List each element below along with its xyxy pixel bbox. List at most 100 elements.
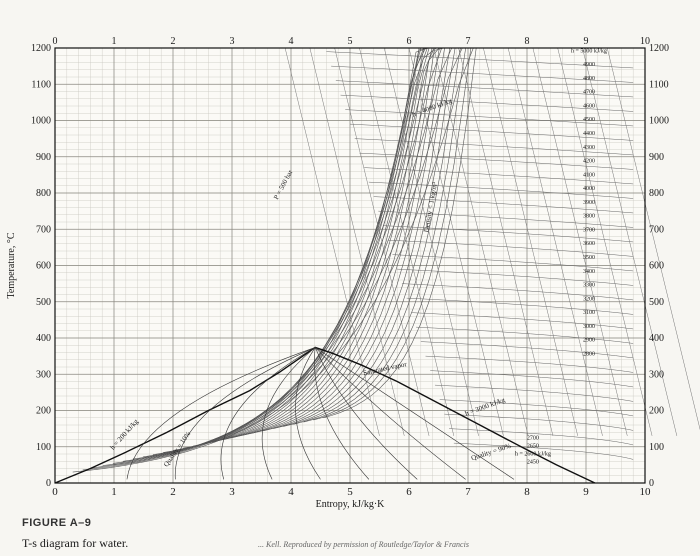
y-tick-label-left: 200 — [36, 406, 51, 417]
enthalpy-label: 3300 — [583, 283, 595, 289]
quality-line — [175, 347, 316, 480]
isobar-line — [313, 47, 472, 421]
quality-line — [220, 347, 316, 480]
y-tick-label-left: 900 — [36, 152, 51, 163]
isobar-line — [273, 47, 451, 429]
quality-line — [295, 347, 321, 480]
y-tick-label-left: 1000 — [31, 116, 51, 127]
x-tick-label-top: 1 — [112, 36, 117, 47]
y-tick-label-left: 600 — [36, 261, 51, 272]
isenthalpic-line — [340, 94, 634, 112]
enthalpy-label: 3000 — [583, 324, 595, 330]
enthalpy-label: 4400 — [583, 131, 595, 137]
x-tick-label-bottom: 1 — [111, 486, 117, 498]
enthalpy-label: 4900 — [583, 62, 595, 68]
enthalpy-label: 2700 — [527, 436, 539, 442]
y-tick-label-left: 300 — [36, 369, 51, 380]
quality-line — [315, 347, 515, 480]
enthalpy-label: 4800 — [583, 76, 595, 82]
isenthalpic-line — [392, 254, 634, 272]
x-tick-label-top: 5 — [348, 36, 353, 47]
isochoric-line — [433, 47, 529, 436]
isenthalpic-line — [416, 326, 634, 344]
enthalpy-label: 2900 — [583, 338, 595, 344]
enthalpy-label: 2450 — [527, 459, 539, 465]
y-tick-label-right: 1100 — [649, 79, 669, 90]
isobar-line — [223, 47, 435, 440]
isenthalpic-line — [420, 341, 634, 359]
isobar-line — [82, 47, 463, 471]
y-tick-label-right: 1000 — [649, 116, 669, 127]
y-tick-label-left: 1100 — [31, 79, 51, 90]
isobar-line — [243, 47, 445, 436]
isochoric-line — [383, 47, 479, 436]
isenthalpic-line — [373, 196, 634, 214]
isenthalpic-line — [383, 225, 634, 243]
isochoric-line — [458, 47, 554, 436]
x-tick-label-top: 7 — [466, 36, 471, 47]
isochoric-line — [408, 47, 504, 436]
quality-line — [314, 347, 370, 480]
enthalpy-label: 3800 — [583, 214, 595, 220]
y-tick-label-right: 200 — [649, 406, 664, 417]
isenthalpic-line — [453, 442, 634, 460]
enthalpy-label: h = 2600 kJ/kg — [515, 451, 551, 457]
enthalpy-label: 3500 — [583, 255, 595, 261]
isenthalpic-line — [335, 80, 634, 98]
isobar-line — [283, 47, 456, 427]
isenthalpic-line — [430, 370, 634, 388]
quality-line — [261, 347, 316, 480]
isochoric-line — [606, 47, 700, 431]
isochoric-lines — [284, 47, 700, 436]
enthalpy-label: 2650 — [527, 443, 539, 449]
isobar-line — [182, 47, 426, 449]
y-tick-label-right: 500 — [649, 297, 664, 308]
isobar-line — [303, 47, 466, 423]
isenthalpic-line — [345, 109, 634, 127]
y-tick-label-left: 0 — [46, 478, 51, 489]
figure-caption: T-s diagram for water. — [22, 536, 129, 550]
isobar-line — [213, 47, 430, 442]
isenthalpic-line — [425, 355, 634, 373]
enthalpy-label: 3900 — [583, 200, 595, 206]
x-tick-label-bottom: 7 — [465, 486, 471, 498]
y-tick-label-right: 900 — [649, 152, 664, 163]
quality-line — [314, 347, 466, 480]
isobar-lines — [72, 47, 477, 473]
y-tick-label-right: 1200 — [649, 43, 669, 54]
isobar-line — [323, 47, 477, 419]
figure-label: FIGURE A–9 — [22, 517, 92, 529]
enthalpy-label: 3600 — [583, 241, 595, 247]
figure-credit: ... Kell. Reproduced by permission of Ro… — [258, 540, 469, 549]
x-tick-label-bottom: 6 — [406, 486, 412, 498]
y-tick-label-right: 100 — [649, 442, 664, 453]
isochoric-line — [334, 47, 430, 436]
quality-lines — [126, 347, 515, 480]
y-tick-label-left: 700 — [36, 224, 51, 235]
isenthalpic-line — [449, 428, 634, 446]
isenthalpic-line — [444, 413, 634, 431]
quality-line — [314, 347, 418, 480]
y-tick-label-right: 0 — [649, 478, 654, 489]
y-tick-label-left: 100 — [36, 442, 51, 453]
isenthalpic-line — [411, 312, 634, 330]
y-tick-label-right: 700 — [649, 224, 664, 235]
isochoric-line — [359, 47, 455, 436]
enthalpy-label: 3400 — [583, 269, 595, 275]
y-tick-label-right: 300 — [649, 369, 664, 380]
x-tick-label-bottom: 8 — [524, 486, 530, 498]
isochoric-line — [507, 47, 603, 436]
isenthalpic-line — [349, 123, 634, 141]
isobar-line — [253, 47, 440, 434]
enthalpy-label: 3100 — [583, 310, 595, 316]
x-tick-label-top: 8 — [525, 36, 530, 47]
x-tick-label-bottom: 9 — [583, 486, 589, 498]
enthalpy-label: 3700 — [583, 227, 595, 233]
saturation-dome — [54, 346, 596, 484]
isenthalpic-line — [406, 297, 634, 315]
isenthalpic-line — [434, 384, 634, 402]
isenthalpic-line — [368, 181, 634, 199]
enthalpy-label: 4300 — [583, 145, 595, 151]
quality-line — [126, 347, 316, 480]
